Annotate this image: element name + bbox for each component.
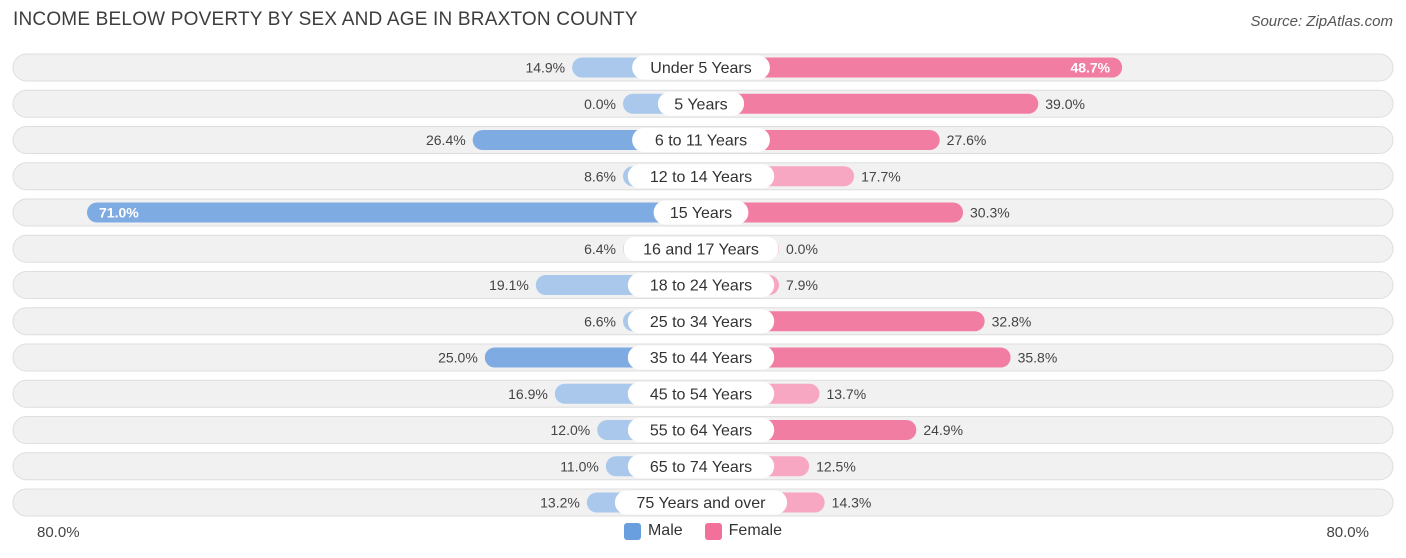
category-pill [627, 381, 775, 406]
category-label: 15 Years [670, 205, 732, 222]
female-value-label: 12.5% [816, 458, 856, 474]
category-label: Under 5 Years [650, 60, 751, 77]
category-pill [627, 164, 775, 189]
male-value-label: 8.6% [584, 168, 616, 184]
category-label: 55 to 64 Years [650, 423, 752, 440]
female-value-label: 17.7% [861, 168, 901, 184]
legend-label-male: Male [647, 522, 683, 539]
female-value-label: 7.9% [786, 277, 818, 293]
category-label: 25 to 34 Years [650, 314, 752, 331]
category-label: 65 to 74 Years [650, 459, 752, 476]
category-pill [627, 345, 775, 370]
female-value-label: 27.6% [947, 132, 987, 148]
category-pill [632, 55, 770, 80]
male-value-label: 14.9% [525, 60, 565, 76]
category-label: 16 and 17 Years [643, 241, 759, 258]
category-label: 75 Years and over [637, 495, 767, 512]
category-pill [627, 309, 775, 334]
male-value-label: 71.0% [99, 205, 139, 221]
female-value-label: 0.0% [786, 241, 818, 257]
female-value-label: 35.8% [1018, 350, 1058, 366]
legend-label-female: Female [728, 522, 783, 539]
female-value-label: 24.9% [923, 422, 963, 438]
male-value-label: 16.9% [508, 386, 548, 402]
female-value-label: 39.0% [1045, 96, 1085, 112]
male-value-label: 0.0% [584, 96, 616, 112]
legend-item-male: Male [623, 522, 683, 540]
female-bar [701, 57, 1123, 78]
female-value-label: 30.3% [970, 205, 1010, 221]
female-value-label: 32.8% [992, 313, 1032, 329]
category-label: 18 to 24 Years [650, 278, 752, 295]
axis-left-label: 80.0% [37, 524, 80, 541]
male-value-label: 6.6% [584, 313, 616, 329]
category-pill [627, 273, 775, 297]
legend-swatch-male [623, 522, 641, 540]
category-pill [632, 128, 770, 152]
male-value-label: 12.0% [551, 422, 591, 438]
category-pill [653, 200, 749, 225]
category-pill [614, 490, 788, 515]
male-value-label: 19.1% [489, 277, 529, 293]
legend: Male Female [0, 522, 1406, 540]
female-bar [701, 347, 1011, 368]
category-label: 12 to 14 Years [650, 169, 752, 186]
male-value-label: 25.0% [438, 350, 478, 366]
category-pill [627, 454, 775, 479]
category-pill [623, 236, 779, 261]
legend-swatch-female [704, 522, 722, 540]
source-note: Source: ZipAtlas.com [1250, 13, 1393, 30]
category-label: 45 to 54 Years [650, 386, 752, 403]
category-label: 5 Years [674, 96, 727, 113]
poverty-chart: 14.9% 48.7% Under 5 Years 0.0% 39.0% 5 Years 2… [12, 53, 1394, 517]
female-value-label: 13.7% [826, 386, 866, 402]
category-label: 35 to 44 Years [650, 350, 752, 367]
male-value-label: 11.0% [560, 458, 599, 474]
female-bar [701, 202, 964, 223]
male-value-label: 13.2% [540, 495, 580, 511]
chart-title: INCOME BELOW POVERTY BY SEX AND AGE IN B… [13, 9, 638, 30]
legend-item-female: Female [704, 522, 783, 540]
category-pill [657, 91, 745, 116]
axis-right-label: 80.0% [1326, 524, 1369, 541]
category-pill [627, 418, 775, 442]
male-value-label: 26.4% [426, 132, 466, 148]
male-bar [87, 202, 701, 223]
female-value-label: 14.3% [832, 495, 872, 511]
male-value-label: 6.4% [584, 241, 616, 257]
category-label: 6 to 11 Years [655, 133, 747, 150]
female-value-label: 48.7% [1070, 60, 1110, 76]
female-bar [701, 93, 1039, 114]
